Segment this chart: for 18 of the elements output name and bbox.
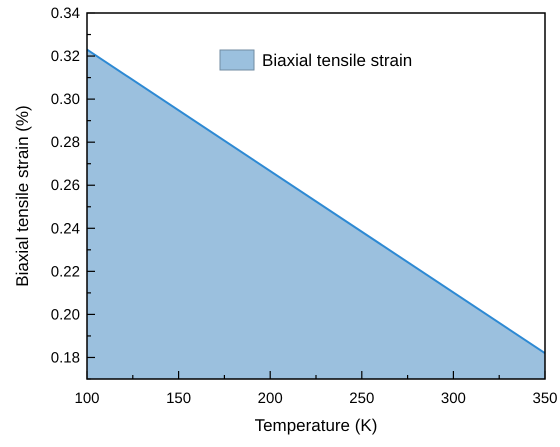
y-tick-label: 0.22 bbox=[50, 263, 80, 280]
x-tick-label: 200 bbox=[258, 390, 283, 407]
x-tick-label: 350 bbox=[532, 390, 558, 407]
x-tick-label: 250 bbox=[349, 390, 374, 407]
y-axis-title: Biaxial tensile strain (%) bbox=[13, 105, 32, 287]
y-tick-label: 0.32 bbox=[50, 48, 80, 66]
x-axis-title: Temperature (K) bbox=[254, 416, 378, 435]
y-tick-label: 0.24 bbox=[50, 220, 80, 238]
x-tick-label: 300 bbox=[440, 390, 466, 407]
y-tick-label: 0.30 bbox=[50, 91, 80, 108]
y-tick-label: 0.26 bbox=[50, 177, 80, 194]
x-tick-label: 150 bbox=[166, 390, 192, 407]
y-tick-label: 0.28 bbox=[50, 134, 80, 152]
y-tick-label: 0.34 bbox=[50, 5, 80, 22]
y-tick-label: 0.18 bbox=[50, 349, 80, 366]
x-tick-label: 100 bbox=[74, 390, 100, 407]
y-tick-label: 0.20 bbox=[50, 306, 80, 324]
legend-label: Biaxial tensile strain bbox=[262, 51, 412, 70]
